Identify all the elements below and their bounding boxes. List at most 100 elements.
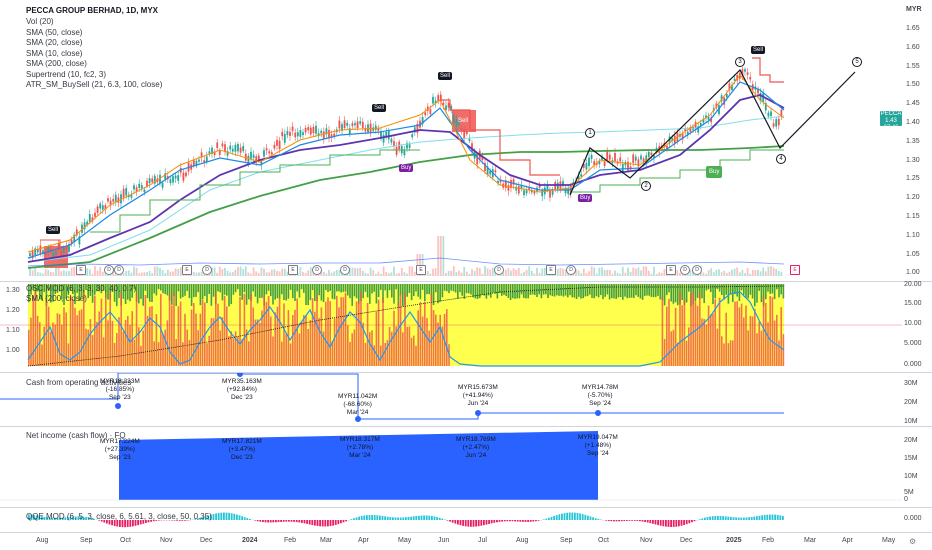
candle-body: [653, 155, 655, 158]
legend-item[interactable]: SMA (20, close): [26, 38, 83, 47]
candle-body: [330, 134, 333, 138]
osc-green-bar: [479, 284, 481, 299]
candle-body: [312, 126, 315, 134]
ni-point[interactable]: MYR18.769M (+2.47%) Jun '24: [456, 436, 496, 459]
candle-body: [205, 156, 208, 163]
dividend-event-icon[interactable]: D: [692, 265, 702, 275]
dividend-event-icon[interactable]: D: [202, 265, 212, 275]
legend-item[interactable]: Vol (20): [26, 17, 54, 26]
earnings-event-icon[interactable]: E: [546, 265, 556, 275]
legend-item[interactable]: ATR_SM_BuySell (21, 6.3, 100, close): [26, 80, 163, 89]
osc-red-bar: [221, 317, 224, 366]
wave-4-marker[interactable]: 4: [776, 154, 786, 164]
osc-green-bar: [307, 284, 309, 306]
volume-bar: [101, 271, 104, 276]
osc-pane-chart[interactable]: [0, 282, 932, 370]
cfo-point[interactable]: MYR18.233M (-16.85%) Sep '23: [100, 378, 140, 401]
earnings-event-icon[interactable]: E: [182, 265, 192, 275]
cfo-chart[interactable]: [0, 373, 932, 425]
legend-item[interactable]: SMA (10, close): [26, 48, 83, 58]
cfo-point[interactable]: MYR15.673M (+41.94%) Jun '24: [458, 384, 498, 407]
net-income-chart[interactable]: [0, 427, 932, 507]
candle-body: [486, 166, 489, 175]
sell-signal[interactable]: Sell: [438, 72, 453, 80]
volume-bar: [452, 266, 455, 276]
osc-red-bar: [736, 301, 738, 366]
volume-bar: [525, 269, 528, 276]
osc-red-bar: [135, 293, 138, 366]
earnings-event-icon[interactable]: E: [288, 265, 298, 275]
volume-bar: [629, 271, 632, 276]
pane-divider[interactable]: [0, 281, 932, 282]
ni-point[interactable]: MYR17.224M (+27.39%) Sep '23: [100, 438, 140, 461]
ni-point[interactable]: MYR17.821M (+3.47%) Dec '23: [222, 438, 262, 461]
osc-green-bar: [50, 284, 52, 303]
candle-body: [621, 163, 624, 173]
earnings-event-icon[interactable]: E: [666, 265, 676, 275]
legend-item[interactable]: Supertrend (10, fc2, 3): [26, 69, 107, 79]
osc-green-bar: [481, 284, 483, 295]
cfo-point[interactable]: MYR14.78M (-5.70%) Sep '24: [582, 384, 619, 407]
osc-red-bar: [364, 342, 367, 366]
dividend-event-icon[interactable]: D: [340, 265, 350, 275]
dividend-event-icon[interactable]: D: [494, 265, 504, 275]
candle-body: [585, 162, 588, 170]
buy-signal[interactable]: Buy: [399, 164, 414, 172]
qqe-bar: [480, 520, 483, 526]
ni-point[interactable]: MYR19.047M (+1.48%) Sep '24: [578, 434, 618, 457]
volume-bar: [387, 273, 390, 276]
legend-item[interactable]: SMA (200, close): [26, 59, 87, 68]
dividend-event-icon[interactable]: D: [312, 265, 322, 275]
buy-signal[interactable]: Buy: [578, 194, 593, 202]
dividend-event-icon[interactable]: D: [566, 265, 576, 275]
osc-green-bar: [325, 284, 327, 291]
pane-divider[interactable]: [0, 507, 932, 508]
osc-green-bar: [318, 284, 320, 296]
volume-bar: [751, 270, 754, 276]
sell-signal[interactable]: Sell: [751, 46, 766, 54]
earnings-event-icon[interactable]: E: [76, 265, 86, 275]
qqe-bar: [269, 520, 272, 523]
volume-bar: [354, 267, 356, 276]
candle-body: [148, 178, 151, 184]
cfo-point[interactable]: MYR35.163M (+92.84%) Dec '23: [222, 378, 262, 401]
candle-body: [42, 250, 44, 254]
dividend-event-icon[interactable]: D: [680, 265, 690, 275]
wave-2-marker[interactable]: 2: [641, 181, 651, 191]
left-tick: 1.10: [6, 327, 20, 334]
sell-signal[interactable]: Sell: [46, 226, 61, 234]
sell-signal[interactable]: Sell: [458, 118, 469, 124]
pane-divider[interactable]: [0, 532, 932, 533]
volume-bar: [616, 272, 619, 276]
candle-body: [718, 105, 720, 115]
volume-bar: [260, 267, 263, 276]
price-chart[interactable]: [0, 0, 932, 280]
pane-divider[interactable]: [0, 372, 932, 373]
volume-bar: [148, 270, 151, 276]
sell-signal[interactable]: Sell: [372, 104, 387, 112]
wave-3-marker[interactable]: 3: [735, 57, 745, 67]
wave-1-marker[interactable]: 1: [585, 128, 595, 138]
earnings-event-icon[interactable]: E: [416, 265, 426, 275]
price-tick: 1.20: [906, 194, 920, 202]
dividend-event-icon[interactable]: D: [104, 265, 114, 275]
wave-5-marker[interactable]: 5: [852, 57, 862, 67]
pane-divider[interactable]: [0, 426, 932, 427]
settings-gear-icon[interactable]: ⚙: [909, 537, 917, 546]
osc-green-bar: [527, 284, 529, 299]
earnings-event-icon[interactable]: E: [790, 265, 800, 275]
ni-point[interactable]: MYR18.317M (+2.78%) Mar '24: [340, 436, 380, 459]
candle-body: [70, 239, 73, 244]
cfo-point[interactable]: MYR11.042M (-68.60%) Mar '24: [338, 393, 378, 416]
qqe-chart[interactable]: [0, 508, 932, 532]
legend-item[interactable]: SMA (50, close): [26, 27, 83, 37]
candle-body: [198, 159, 200, 162]
osc-green-bar: [523, 284, 525, 298]
qqe-bar: [418, 515, 420, 520]
candle-body: [278, 140, 281, 149]
buy-signal[interactable]: Buy: [706, 166, 723, 178]
qqe-bar: [155, 520, 158, 521]
qqe-bar: [61, 517, 64, 520]
dividend-event-icon[interactable]: D: [114, 265, 124, 275]
qqe-bar: [756, 516, 758, 520]
